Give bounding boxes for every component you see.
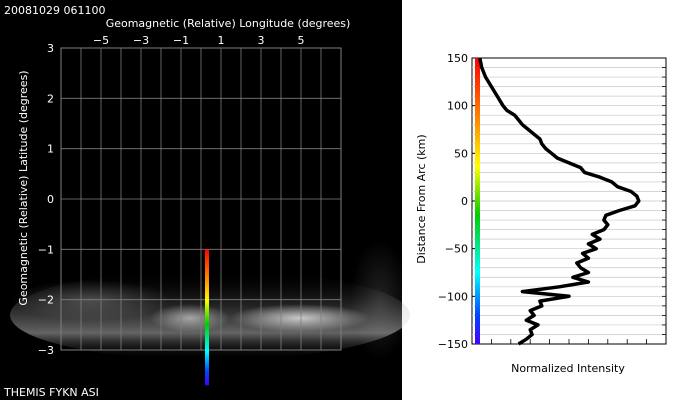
left-xtick-label: −5 bbox=[93, 34, 109, 47]
left-xaxis-title: Geomagnetic (Relative) Longitude (degree… bbox=[106, 17, 351, 30]
right-xaxis-title: Normalized Intensity bbox=[511, 362, 625, 375]
distance-colorbar bbox=[475, 58, 480, 344]
right-ytick-label: 100 bbox=[447, 100, 468, 113]
left-ytick-label: −2 bbox=[38, 294, 54, 307]
left-yaxis-title: Geomagnetic (Relative) Latitude (degrees… bbox=[17, 70, 30, 305]
left-xtick-label: 1 bbox=[218, 34, 225, 47]
right-plot-ticks: 150 100 50 0 −50 −100 −150 bbox=[438, 52, 478, 351]
footer-label: THEMIS FYKN ASI bbox=[3, 386, 99, 399]
right-yaxis-title: Distance From Arc (km) bbox=[415, 134, 428, 263]
right-ytick-label: −50 bbox=[445, 243, 468, 256]
right-ytick-label: −100 bbox=[438, 290, 468, 303]
timestamp-label: 20081029 061100 bbox=[4, 4, 105, 17]
left-xtick-label: −3 bbox=[133, 34, 149, 47]
right-ytick-label: 50 bbox=[454, 147, 468, 160]
distance-rainbow-bar bbox=[475, 58, 480, 344]
left-ytick-label: 0 bbox=[47, 193, 54, 206]
right-ytick-label: −150 bbox=[438, 338, 468, 351]
left-ytick-label: −1 bbox=[38, 243, 54, 256]
aurora-image bbox=[10, 240, 410, 360]
left-ytick-label: 1 bbox=[47, 143, 54, 156]
left-plot-grid bbox=[60, 47, 342, 351]
left-xtick-label: −1 bbox=[173, 34, 189, 47]
left-ytick-label: −3 bbox=[38, 344, 54, 357]
left-ytick-label: 2 bbox=[47, 92, 54, 105]
left-ytick-label: 3 bbox=[47, 42, 54, 55]
latitude-colorbar-overlay bbox=[205, 249, 209, 386]
left-xtick-label: 3 bbox=[258, 34, 265, 47]
right-ytick-label: 0 bbox=[461, 195, 468, 208]
left-plot-ticks: −5 −3 −1 1 3 5 3 2 1 0 −1 −2 −3 bbox=[38, 34, 305, 357]
right-ytick-label: 150 bbox=[447, 52, 468, 65]
latitude-rainbow-line bbox=[205, 249, 209, 386]
intensity-profile-line bbox=[478, 57, 641, 346]
left-xtick-label: 5 bbox=[298, 34, 305, 47]
